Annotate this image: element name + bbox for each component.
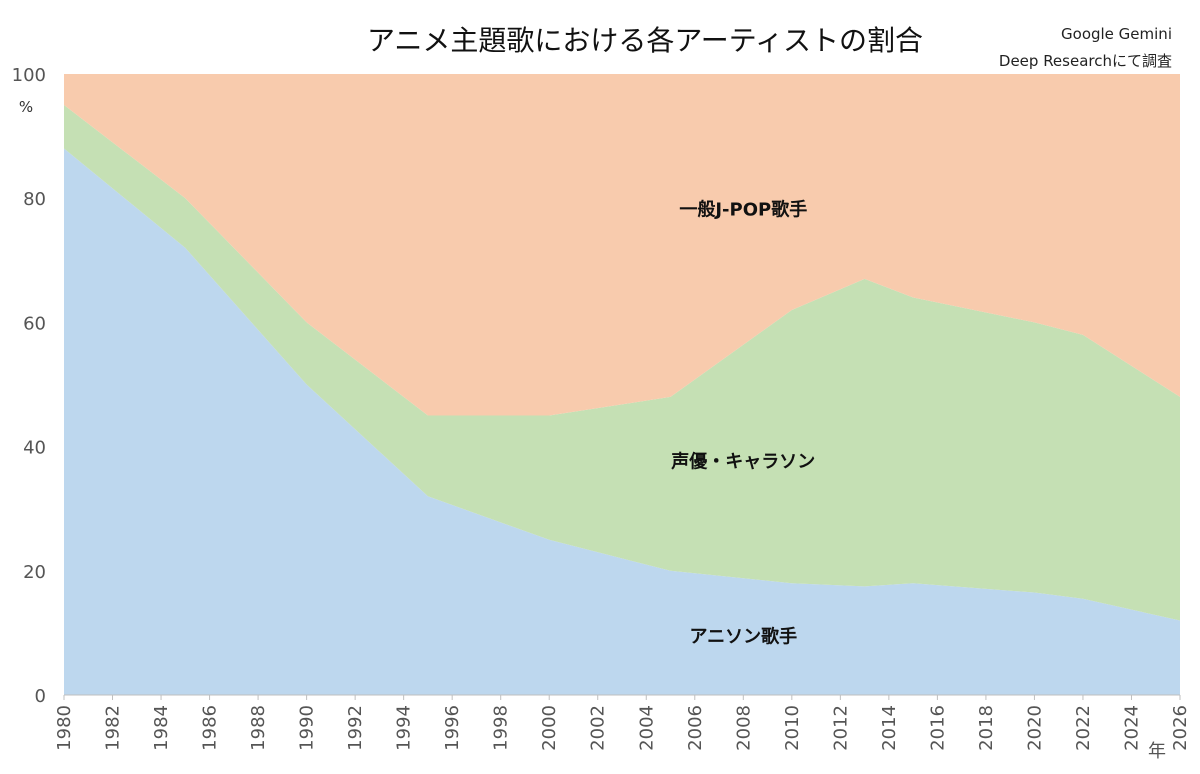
x-tick-label: 2026 bbox=[1170, 705, 1191, 751]
x-tick-label: 2018 bbox=[976, 705, 997, 751]
x-tick-label: 1980 bbox=[54, 705, 75, 751]
x-tick-label: 2020 bbox=[1024, 705, 1045, 751]
x-tick-label: 2014 bbox=[879, 705, 900, 751]
x-tick-label: 2010 bbox=[782, 705, 803, 751]
x-tick-label: 2006 bbox=[685, 705, 706, 751]
y-tick-label: 40 bbox=[23, 438, 46, 459]
x-tick-label: 1996 bbox=[442, 705, 463, 751]
x-tick-label: 2008 bbox=[733, 705, 754, 751]
chart-title: アニメ主題歌における各アーティストの割合 bbox=[367, 24, 923, 57]
x-tick-label: 1994 bbox=[394, 705, 415, 751]
x-tick-label: 1990 bbox=[297, 705, 318, 751]
x-tick-label: 1988 bbox=[248, 705, 269, 751]
x-tick-label: 2022 bbox=[1073, 705, 1094, 751]
y-tick-label: 100 bbox=[12, 65, 46, 86]
x-tick-label: 1984 bbox=[151, 705, 172, 751]
y-tick-label: 80 bbox=[23, 189, 46, 210]
y-tick-label: 60 bbox=[23, 313, 46, 334]
x-tick-label: 1998 bbox=[491, 705, 512, 751]
x-tick-label: 2000 bbox=[539, 705, 560, 751]
x-tick-label: 2012 bbox=[830, 705, 851, 751]
x-unit-label: 年 bbox=[1148, 741, 1166, 762]
axes: 0 20 40 60 80 100 1980 1982 1984 1986 1988 1990 1992… bbox=[12, 65, 1191, 751]
x-tick-label: 2024 bbox=[1121, 705, 1142, 751]
x-tick-label: 1992 bbox=[345, 705, 366, 751]
series-label-jpop-singers: 一般J-POP歌手 bbox=[679, 198, 807, 220]
area-layers bbox=[64, 74, 1180, 695]
x-tick-label: 2016 bbox=[927, 705, 948, 751]
series-label-anison-singers: アニソン歌手 bbox=[689, 626, 797, 648]
y-tick-label: 20 bbox=[23, 562, 46, 583]
area-jpop-singers bbox=[64, 74, 1180, 416]
series-label-voice-actors-character-songs: 声優・キャラソン bbox=[670, 451, 815, 473]
y-tick-label: 0 bbox=[35, 686, 46, 707]
area-anison-singers bbox=[64, 148, 1180, 695]
x-tick-label: 2002 bbox=[588, 705, 609, 751]
x-tick-label: 2004 bbox=[636, 705, 657, 751]
x-tick-label: 1986 bbox=[200, 705, 221, 751]
credit-line-2: Deep Researchにて調査 bbox=[999, 52, 1172, 70]
area-voice-actors-character-songs bbox=[64, 105, 1180, 621]
x-tick-label: 1982 bbox=[103, 705, 124, 751]
credit-line-1: Google Gemini bbox=[1061, 25, 1172, 43]
y-unit-label: % bbox=[19, 98, 33, 116]
